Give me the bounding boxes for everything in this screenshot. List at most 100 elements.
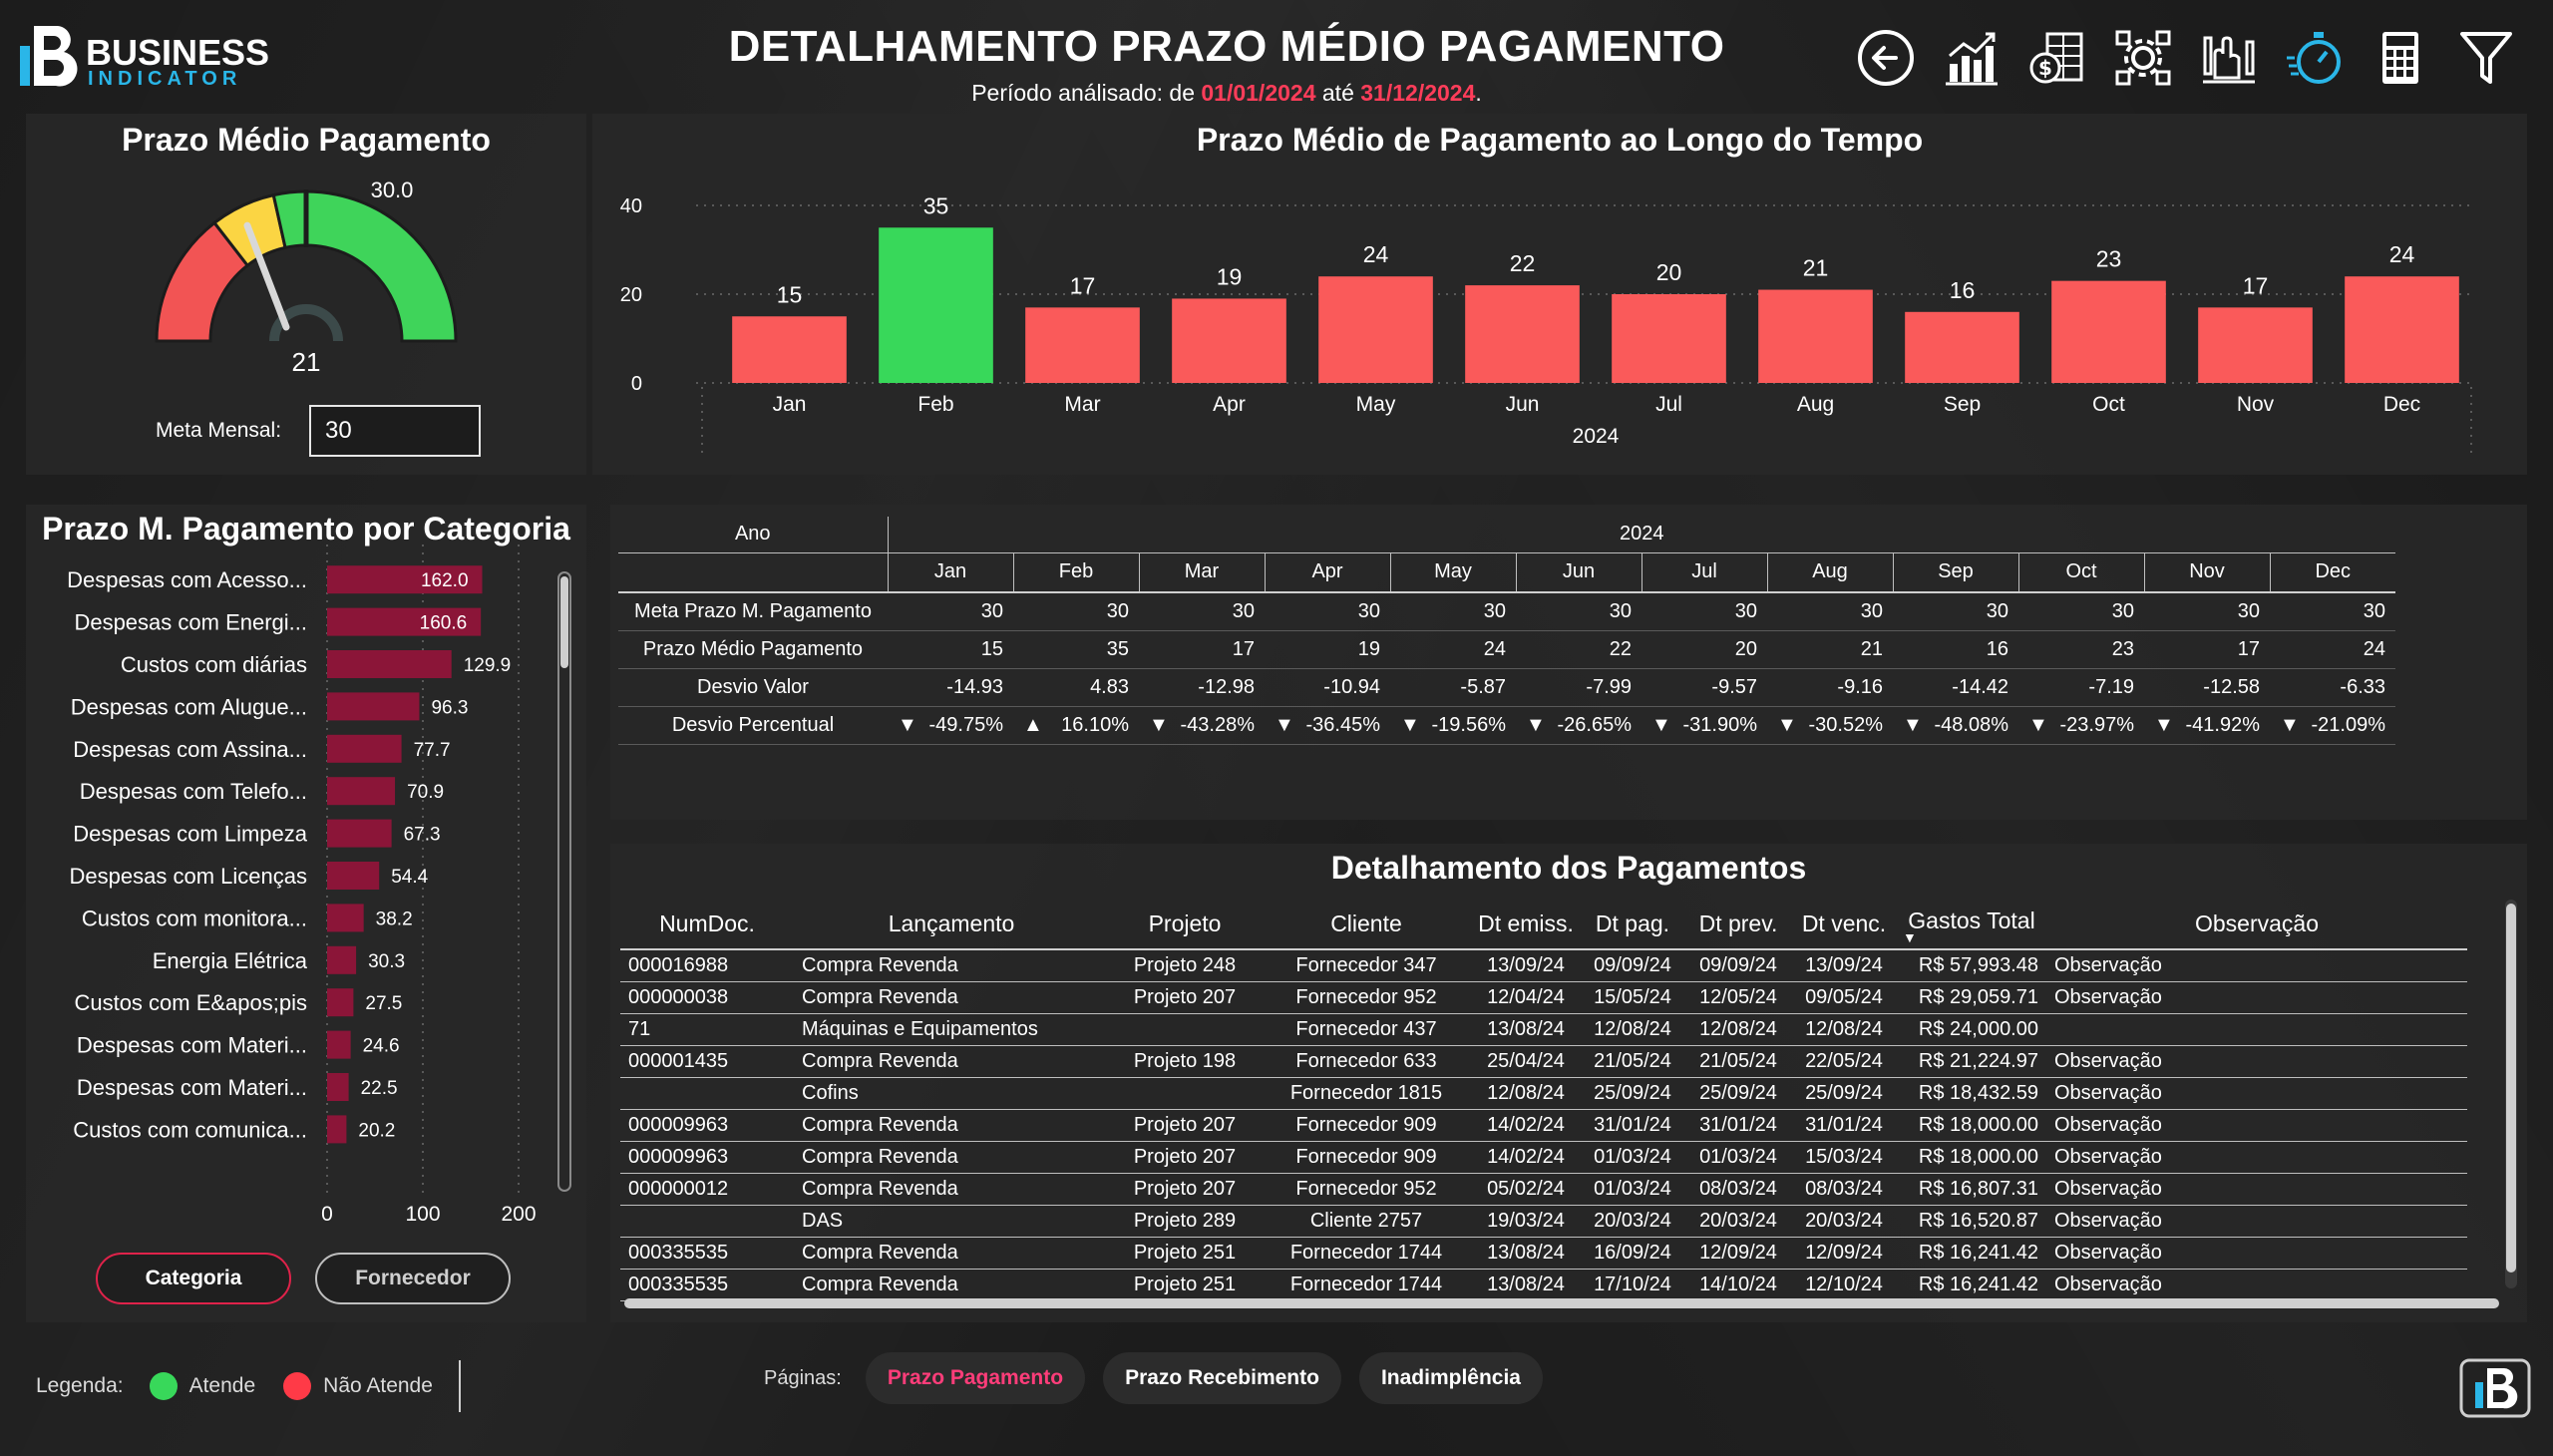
details-vertical-scrollbar[interactable] — [2505, 900, 2517, 1288]
details-column-header[interactable]: Dt pag. — [1580, 900, 1685, 950]
trend-xtick-label: Aug — [1797, 393, 1834, 416]
details-column-header[interactable]: Projeto — [1109, 900, 1261, 950]
category-bar[interactable] — [327, 777, 396, 806]
trend-xtick-label: Oct — [2092, 393, 2125, 416]
table-cell: 12/09/24 — [1685, 1237, 1791, 1270]
category-bar[interactable] — [327, 565, 483, 594]
meta-mensal-input[interactable]: 30 — [309, 405, 481, 457]
table-cell: R$ 16,241.42 — [1897, 1237, 2046, 1270]
page-prazo-recebimento-button[interactable]: Prazo Recebimento — [1103, 1352, 1341, 1404]
trend-bar[interactable] — [2198, 307, 2313, 383]
table-cell: Compra Revenda — [794, 1109, 1109, 1142]
calculator-button[interactable] — [2368, 25, 2433, 91]
table-cell: 25/04/24 — [1472, 1045, 1580, 1078]
trend-bar[interactable] — [2345, 276, 2459, 383]
category-value-label: 162.0 — [421, 570, 469, 591]
category-bar[interactable] — [327, 1073, 349, 1101]
money-sheet-button[interactable]: $ — [2024, 25, 2090, 91]
table-row[interactable]: 000001435 Compra Revenda Projeto 198 Fornec… — [620, 1045, 2467, 1078]
table-cell: 000009963 — [620, 1141, 794, 1174]
gear-network-button[interactable] — [2110, 25, 2176, 91]
category-bar[interactable] — [327, 862, 380, 890]
sort-down-icon[interactable]: ▼ — [1903, 929, 1917, 945]
back-button[interactable] — [1853, 25, 1919, 91]
category-bar[interactable] — [327, 607, 482, 636]
matrix-cell: -9.16 — [1767, 668, 1893, 707]
details-horizontal-scrollbar[interactable] — [624, 1298, 2499, 1308]
page-inadimplencia-button[interactable]: Inadimplência — [1358, 1352, 1543, 1404]
table-cell: Observação — [2046, 1173, 2467, 1206]
trend-bar[interactable] — [879, 227, 993, 383]
details-column-header[interactable]: Cliente — [1261, 900, 1472, 950]
table-cell: 05/02/24 — [1472, 1173, 1580, 1206]
table-cell: 000009963 — [620, 1109, 794, 1142]
trend-bar[interactable] — [732, 316, 847, 383]
period-end: 31/12/2024 — [1360, 80, 1476, 106]
details-column-header[interactable]: Dt emiss. — [1472, 900, 1580, 950]
filter-button[interactable] — [2453, 25, 2519, 91]
matrix-cell: 24 — [1390, 630, 1516, 669]
details-column-header[interactable]: Gastos Total ▼ — [1897, 900, 2046, 950]
table-row[interactable]: DAS Projeto 289 Cliente 2757 19/03/24 20/03/… — [620, 1205, 2467, 1238]
category-bar[interactable] — [327, 945, 357, 974]
trend-bar[interactable] — [1318, 276, 1433, 383]
table-row[interactable]: 71 Máquinas e Equipamentos Fornecedor 437 1… — [620, 1013, 2467, 1046]
stopwatch-button[interactable] — [2282, 25, 2348, 91]
table-row[interactable]: 000000012 Compra Revenda Projeto 207 Fornec… — [620, 1173, 2467, 1206]
details-scroll-thumb[interactable] — [2506, 904, 2516, 1273]
logo-b-icon — [20, 25, 78, 87]
table-row[interactable]: 000335535 Compra Revenda Projeto 251 Fornec… — [620, 1237, 2467, 1270]
categoria-button[interactable]: Categoria — [96, 1253, 291, 1304]
trend-xtick-label: Jul — [1655, 393, 1682, 416]
category-scrollbar[interactable] — [557, 571, 571, 1192]
trend-bar[interactable] — [1905, 311, 2019, 383]
table-row[interactable]: Cofins Fornecedor 1815 12/08/24 25/09/24 25/… — [620, 1077, 2467, 1110]
details-column-header[interactable]: Dt prev. — [1685, 900, 1791, 950]
table-cell: 01/03/24 — [1580, 1141, 1685, 1174]
table-row[interactable]: 000009963 Compra Revenda Projeto 207 Fornec… — [620, 1141, 2467, 1174]
table-cell: 12/09/24 — [1791, 1237, 1897, 1270]
trend-bar[interactable] — [1025, 307, 1140, 383]
details-column-header[interactable]: Lançamento — [794, 900, 1109, 950]
trend-bar-value-label: 35 — [923, 192, 949, 218]
table-row[interactable]: 000335535 Compra Revenda Projeto 251 Fornec… — [620, 1269, 2467, 1301]
fornecedor-button[interactable]: Fornecedor — [315, 1253, 511, 1304]
table-cell: Compra Revenda — [794, 981, 1109, 1014]
table-cell: 13/08/24 — [1472, 1237, 1580, 1270]
table-row[interactable]: 000000038 Compra Revenda Projeto 207 Fornec… — [620, 981, 2467, 1014]
bar-chart-button[interactable] — [1939, 25, 2005, 91]
hand-chart-button[interactable] — [2196, 25, 2262, 91]
trend-bar[interactable] — [2051, 280, 2166, 383]
category-bar[interactable] — [327, 734, 402, 763]
table-cell: Observação — [2046, 1109, 2467, 1142]
matrix-cell: ▼ -43.28% — [1139, 706, 1265, 745]
table-cell: Projeto 248 — [1109, 949, 1261, 982]
table-cell: 000016988 — [620, 949, 794, 982]
category-title: Prazo M. Pagamento por Categoria — [42, 511, 570, 546]
category-label: Custos com diárias — [121, 652, 307, 677]
page-prazo-pagamento-button[interactable]: Prazo Pagamento — [865, 1352, 1086, 1404]
details-column-header[interactable]: Dt venc. — [1791, 900, 1897, 950]
details-column-header[interactable]: Observação — [2046, 900, 2467, 950]
category-scroll-thumb[interactable] — [560, 576, 568, 668]
trend-bar[interactable] — [1612, 294, 1726, 383]
category-bar[interactable] — [327, 650, 452, 678]
table-row[interactable]: 000016988 Compra Revenda Projeto 248 Fornec… — [620, 949, 2467, 982]
category-bar[interactable] — [327, 988, 354, 1017]
table-cell: 25/09/24 — [1685, 1077, 1791, 1110]
table-row[interactable]: 000009963 Compra Revenda Projeto 207 Fornec… — [620, 1109, 2467, 1142]
category-label: Despesas com Limpeza — [73, 822, 308, 847]
table-cell: Fornecedor 633 — [1261, 1045, 1472, 1078]
matrix-month-header: Apr — [1264, 552, 1390, 593]
table-cell: 12/05/24 — [1685, 981, 1791, 1014]
table-cell: Fornecedor 347 — [1261, 949, 1472, 982]
category-bar[interactable] — [327, 819, 392, 848]
category-bar[interactable] — [327, 1115, 347, 1144]
category-bar[interactable] — [327, 692, 420, 721]
trend-bar[interactable] — [1172, 298, 1286, 383]
trend-bar[interactable] — [1758, 289, 1873, 383]
category-bar[interactable] — [327, 904, 364, 932]
trend-bar[interactable] — [1465, 285, 1580, 383]
category-bar[interactable] — [327, 1030, 351, 1059]
details-column-header[interactable]: NumDoc. — [620, 900, 794, 950]
